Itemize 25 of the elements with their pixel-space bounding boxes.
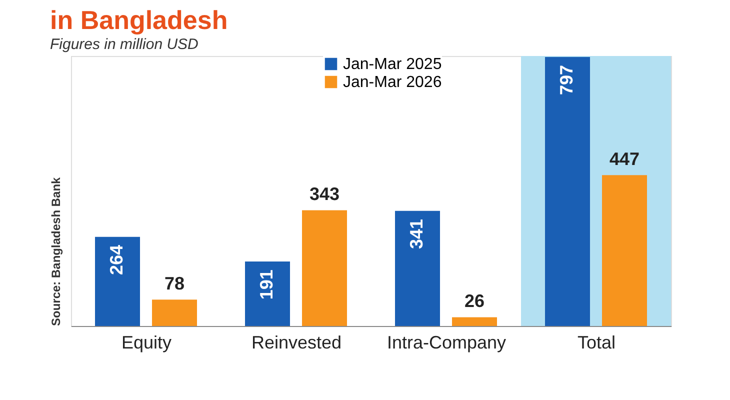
data-label: 447 [609, 149, 640, 170]
data-label: 26 [464, 291, 485, 312]
bar [602, 175, 647, 326]
data-label: 264 [106, 244, 126, 275]
bar [302, 210, 347, 326]
bar [452, 317, 497, 326]
chart-title: in Bangladesh [50, 5, 228, 35]
x-tick-label: Intra-Company [386, 332, 506, 352]
source-note: Source: Bangladesh Bank [49, 176, 63, 326]
data-label: 78 [164, 274, 185, 294]
bar [95, 236, 140, 326]
x-tick-label: Reinvested [251, 332, 342, 352]
legend-label: Jan-Mar 2026 [343, 74, 442, 91]
x-tick-label: Total [577, 332, 616, 352]
bar [545, 57, 590, 326]
data-label: 343 [309, 184, 340, 204]
legend-label: Jan-Mar 2025 [343, 56, 442, 73]
data-label: 341 [406, 218, 426, 249]
data-label: 191 [256, 270, 276, 300]
bar [152, 300, 197, 326]
chart-subtitle: Figures in million USD [50, 36, 199, 53]
x-tick-label: Equity [121, 332, 172, 352]
data-label: 797 [556, 65, 576, 96]
bar [245, 262, 290, 326]
bar [395, 210, 440, 326]
